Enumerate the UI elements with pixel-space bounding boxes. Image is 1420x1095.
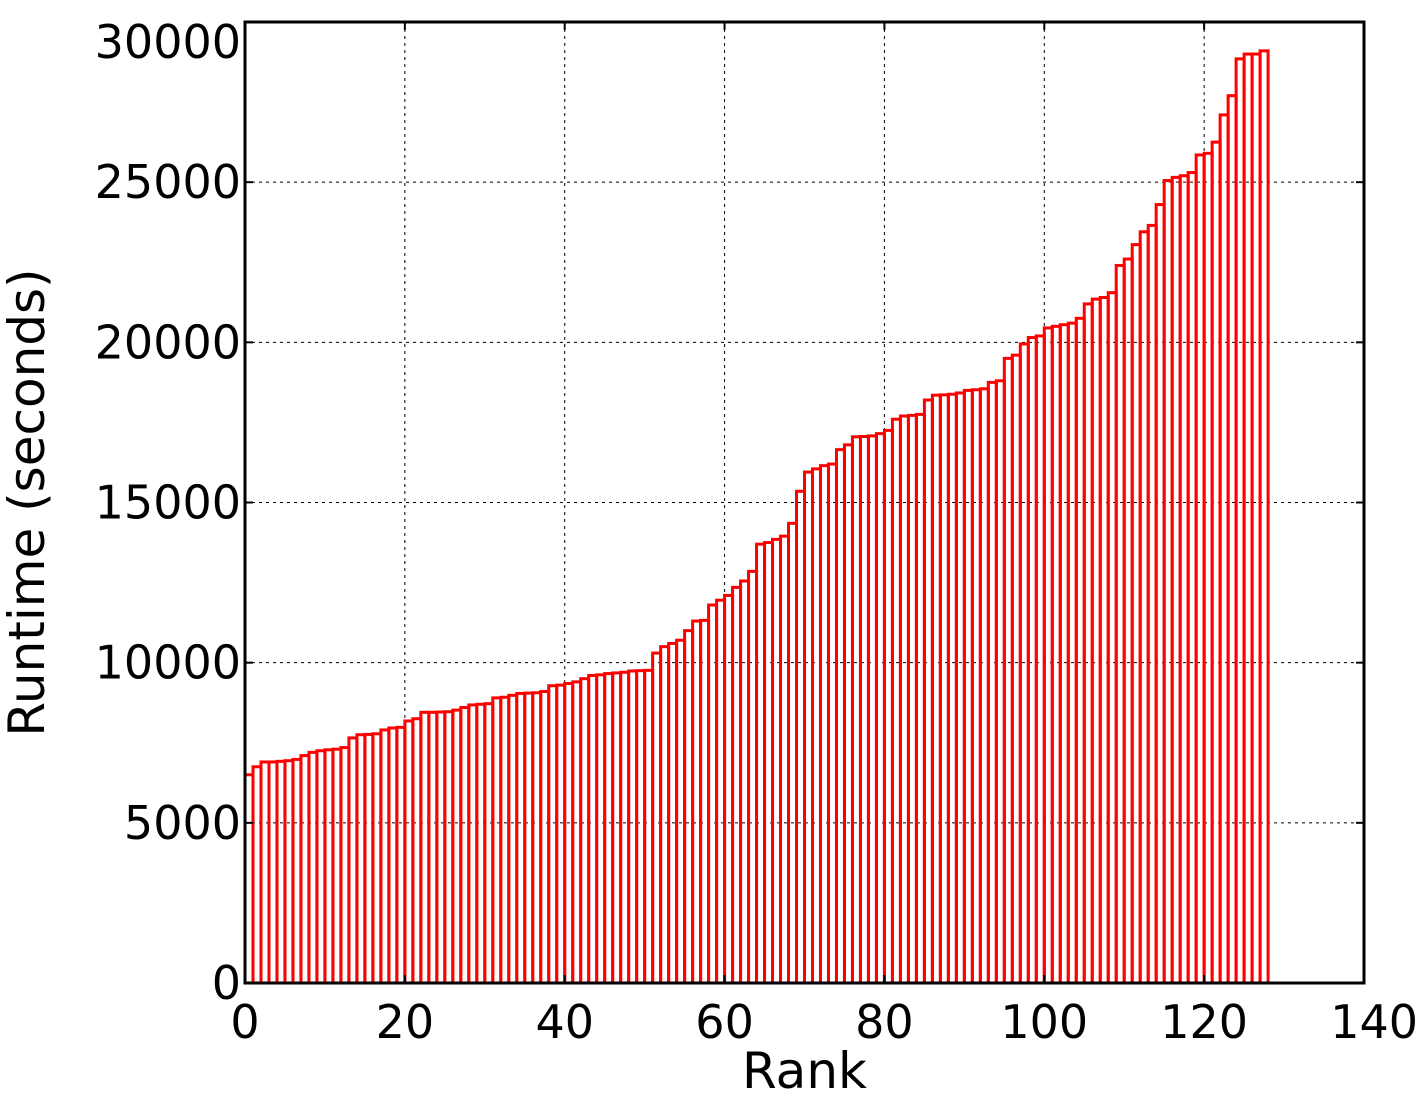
x-tick-label: 120 bbox=[1160, 995, 1248, 1049]
y-tick-label: 15000 bbox=[95, 476, 241, 530]
y-tick-labels: 0 5000 10000 15000 20000 25000 30000 bbox=[95, 15, 241, 1010]
x-tick-label: 140 bbox=[1330, 995, 1418, 1049]
y-tick-label: 30000 bbox=[95, 15, 241, 69]
x-tick-label: 100 bbox=[1000, 995, 1088, 1049]
x-tick-label: 60 bbox=[695, 995, 754, 1049]
y-tick-label: 20000 bbox=[95, 315, 241, 369]
y-tick-label: 0 bbox=[212, 956, 241, 1010]
y-tick-label: 25000 bbox=[95, 155, 241, 209]
x-axis-title: Rank bbox=[742, 1042, 867, 1095]
y-axis-title: Runtime (seconds) bbox=[0, 268, 56, 736]
x-tick-label: 20 bbox=[376, 995, 435, 1049]
x-tick-label: 80 bbox=[855, 995, 914, 1049]
x-tick-label: 0 bbox=[230, 995, 259, 1049]
y-tick-label: 5000 bbox=[124, 796, 241, 850]
x-tick-label: 40 bbox=[535, 995, 594, 1049]
x-tick-labels: 0 20 40 60 80 100 120 140 bbox=[230, 995, 1418, 1049]
tick-marks bbox=[244, 21, 1365, 984]
y-tick-label: 10000 bbox=[95, 636, 241, 690]
